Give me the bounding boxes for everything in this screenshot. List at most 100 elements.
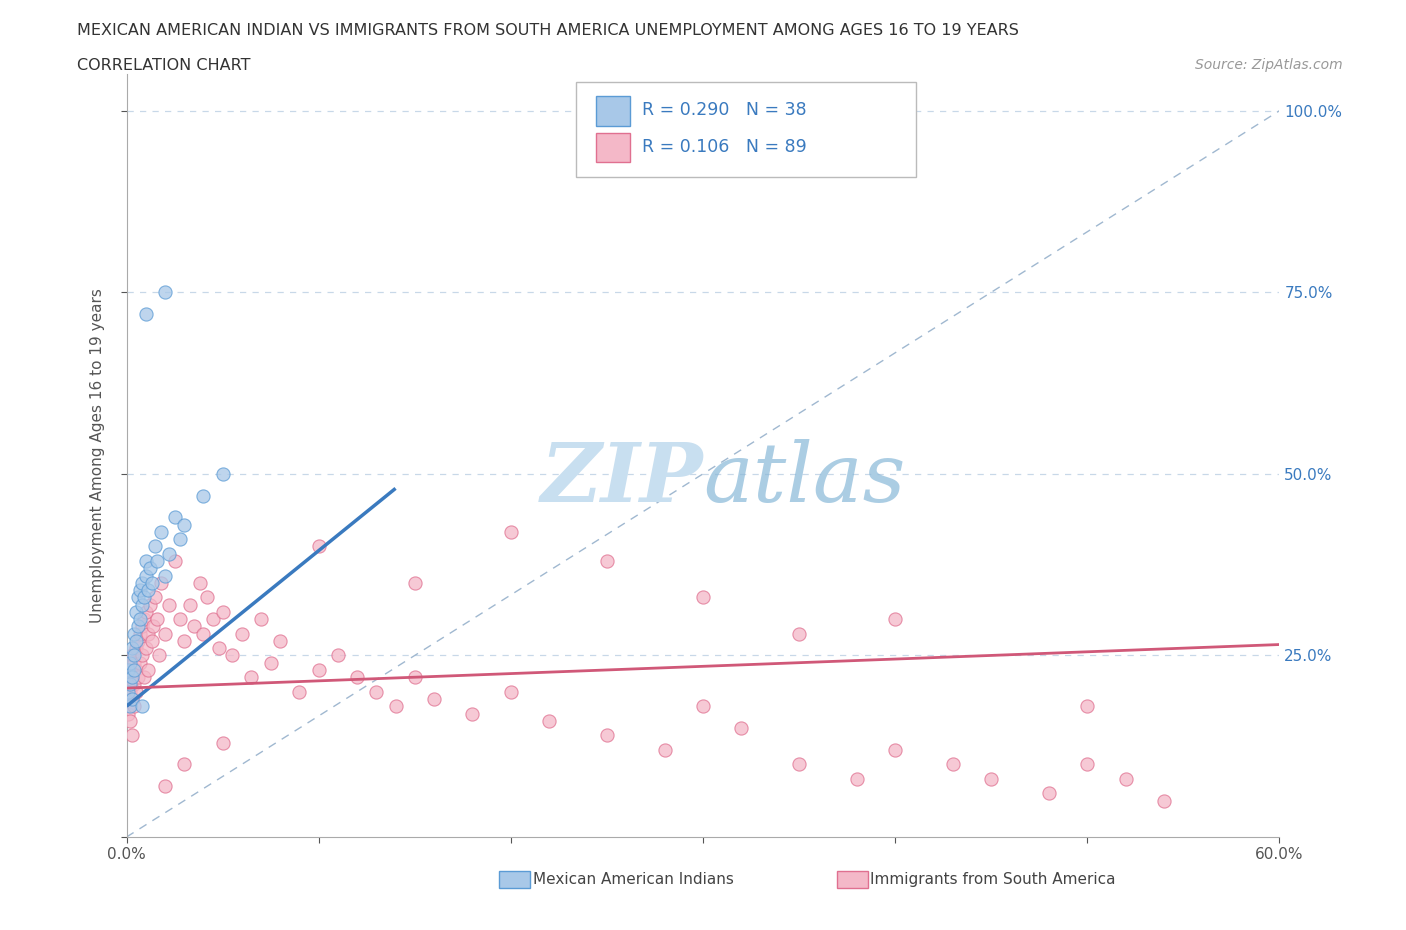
Point bbox=[188, 576, 211, 591]
Point bbox=[269, 633, 291, 648]
Text: ZIP: ZIP bbox=[540, 439, 703, 519]
Point bbox=[121, 641, 143, 656]
Text: atlas: atlas bbox=[703, 439, 905, 519]
Point bbox=[942, 757, 965, 772]
Point bbox=[129, 626, 152, 641]
Point bbox=[136, 662, 159, 677]
Point bbox=[195, 590, 218, 604]
Point bbox=[125, 633, 148, 648]
Point bbox=[404, 576, 426, 591]
Point bbox=[1115, 772, 1137, 787]
Point bbox=[1153, 793, 1175, 808]
Point bbox=[131, 619, 153, 634]
Point bbox=[148, 648, 170, 663]
Point bbox=[121, 692, 143, 707]
Text: R = 0.106   N = 89: R = 0.106 N = 89 bbox=[643, 138, 807, 156]
Point bbox=[404, 670, 426, 684]
Point bbox=[138, 561, 160, 576]
Point bbox=[121, 728, 143, 743]
Text: CORRELATION CHART: CORRELATION CHART bbox=[77, 58, 250, 73]
Point bbox=[240, 670, 263, 684]
Point bbox=[125, 662, 148, 677]
Point bbox=[120, 684, 142, 699]
Point bbox=[499, 525, 522, 539]
Point bbox=[1076, 757, 1098, 772]
Point bbox=[117, 677, 139, 692]
Point bbox=[150, 576, 173, 591]
Point bbox=[120, 662, 142, 677]
Point bbox=[193, 488, 215, 503]
Point bbox=[132, 612, 155, 627]
Point bbox=[221, 648, 243, 663]
Point bbox=[117, 684, 139, 699]
Point bbox=[153, 778, 176, 793]
Point bbox=[122, 677, 145, 692]
Point bbox=[117, 662, 139, 677]
Point bbox=[980, 772, 1002, 787]
Point bbox=[787, 757, 810, 772]
Point bbox=[131, 597, 153, 612]
Point bbox=[120, 713, 142, 728]
Point bbox=[122, 698, 145, 713]
Text: R = 0.290   N = 38: R = 0.290 N = 38 bbox=[643, 101, 807, 119]
Point bbox=[120, 698, 142, 713]
Point bbox=[169, 532, 191, 547]
Point bbox=[173, 517, 195, 532]
Point bbox=[131, 698, 153, 713]
Point bbox=[208, 641, 231, 656]
Point bbox=[127, 619, 149, 634]
Point bbox=[146, 612, 169, 627]
Point bbox=[157, 546, 180, 561]
Point bbox=[1076, 698, 1098, 713]
Point bbox=[135, 553, 157, 568]
Point bbox=[120, 677, 142, 692]
Point bbox=[596, 728, 619, 743]
Point bbox=[884, 612, 907, 627]
Point bbox=[153, 285, 176, 299]
Point bbox=[145, 590, 166, 604]
Point bbox=[211, 604, 233, 619]
Point bbox=[384, 698, 406, 713]
Bar bbox=[596, 96, 630, 126]
Point bbox=[122, 626, 145, 641]
Point bbox=[423, 692, 446, 707]
Point bbox=[132, 670, 155, 684]
Point bbox=[141, 576, 163, 591]
Point bbox=[136, 582, 159, 597]
Point bbox=[150, 525, 173, 539]
Point bbox=[135, 604, 157, 619]
Point bbox=[121, 670, 143, 684]
Point bbox=[654, 742, 676, 757]
Point bbox=[163, 553, 186, 568]
Point bbox=[845, 772, 868, 787]
Point bbox=[211, 735, 233, 750]
Point bbox=[136, 626, 159, 641]
Text: Source: ZipAtlas.com: Source: ZipAtlas.com bbox=[1195, 58, 1343, 72]
Point bbox=[127, 670, 149, 684]
Point bbox=[122, 656, 145, 671]
Point bbox=[326, 648, 349, 663]
Point bbox=[121, 670, 143, 684]
Point bbox=[131, 648, 153, 663]
Point bbox=[121, 692, 143, 707]
Point bbox=[193, 626, 215, 641]
Point bbox=[259, 656, 281, 671]
Point bbox=[129, 582, 152, 597]
Point bbox=[125, 684, 148, 699]
Point bbox=[288, 684, 311, 699]
Point bbox=[121, 648, 143, 663]
Point bbox=[117, 706, 139, 721]
Point bbox=[179, 597, 201, 612]
Point bbox=[129, 612, 152, 627]
Point bbox=[308, 539, 330, 554]
Point bbox=[157, 597, 180, 612]
Point bbox=[135, 568, 157, 583]
Point bbox=[153, 568, 176, 583]
Point bbox=[173, 757, 195, 772]
Text: Immigrants from South America: Immigrants from South America bbox=[870, 872, 1116, 887]
Point bbox=[135, 641, 157, 656]
Point bbox=[231, 626, 253, 641]
Point bbox=[538, 713, 561, 728]
Point bbox=[366, 684, 388, 699]
Point bbox=[692, 590, 714, 604]
